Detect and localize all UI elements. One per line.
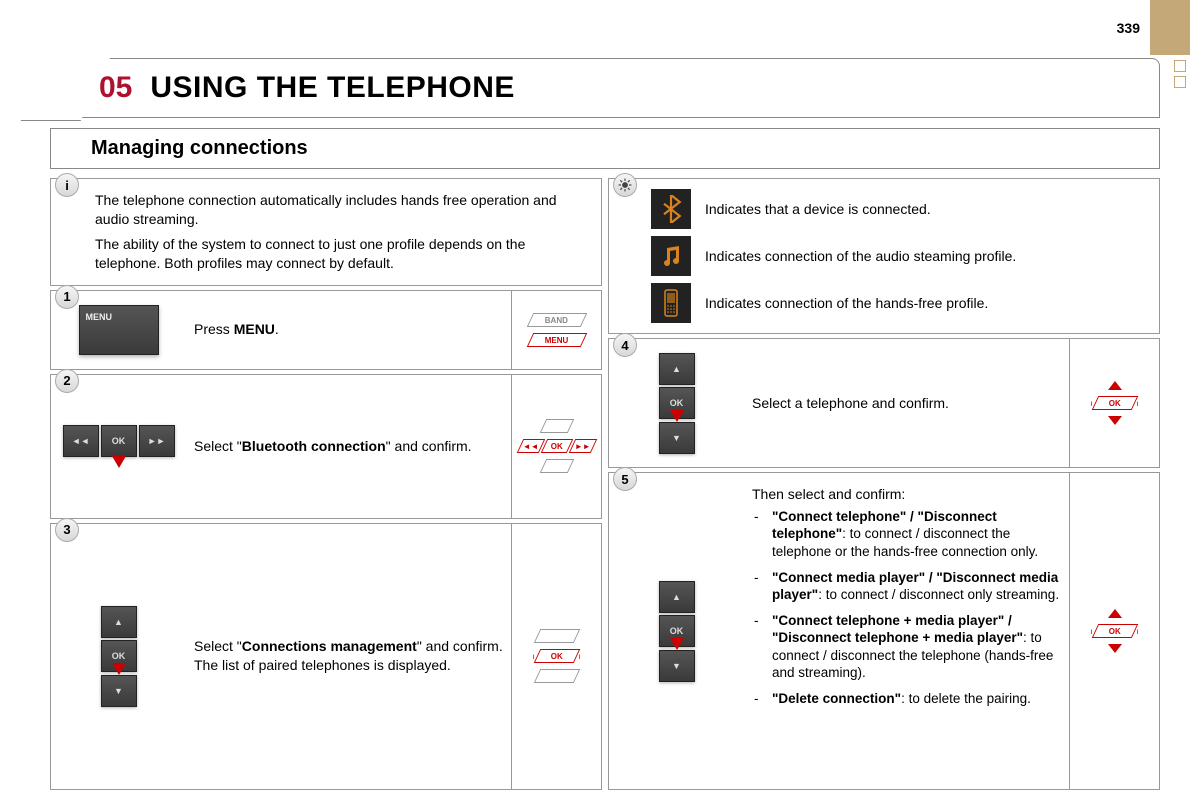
right-column: Indicates that a device is connected. In… bbox=[608, 178, 1160, 790]
step-3: 3 ▲ OK ▼ Select "Connections management"… bbox=[50, 523, 602, 790]
legend-phone: Indicates connection of the hands-free p… bbox=[705, 295, 988, 311]
chapter-title-bar: 05 USING THE TELEPHONE bbox=[50, 58, 1160, 118]
step-badge: 4 bbox=[613, 333, 637, 357]
step-5-intro: Then select and confirm: bbox=[752, 485, 905, 504]
step-3-text: Select "Connections management" and conf… bbox=[194, 637, 503, 675]
step-5: 5 ▲ OK ▼ Then select and confirm: -"Conn… bbox=[608, 472, 1160, 790]
step-2-indicator: ◄◄ OK ►► bbox=[511, 375, 601, 518]
menu-button-graphic: MENU bbox=[79, 305, 159, 355]
arrow-down-icon bbox=[670, 410, 684, 422]
section-bar: Managing connections bbox=[50, 128, 1160, 169]
legend-bluetooth: Indicates that a device is connected. bbox=[705, 201, 931, 217]
legend-panel: Indicates that a device is connected. In… bbox=[608, 178, 1160, 334]
step-3-indicator: ı OK ı bbox=[511, 524, 601, 789]
step-badge: 2 bbox=[55, 369, 79, 393]
step-1: 1 MENU Press MENU. BAND MENU bbox=[50, 290, 602, 370]
info-paragraph-1: The telephone connection automatically i… bbox=[95, 191, 593, 229]
triangle-down-icon bbox=[1108, 416, 1122, 425]
step-badge: 3 bbox=[55, 518, 79, 542]
side-markers bbox=[1174, 60, 1186, 92]
option-item: -"Connect media player" / "Disconnect me… bbox=[754, 569, 1061, 604]
step-2-text: Select "Bluetooth connection" and confir… bbox=[194, 437, 472, 456]
option-item: -"Delete connection": to delete the pair… bbox=[754, 690, 1061, 708]
up-ok-down-buttons-graphic: ▲ OK ▼ bbox=[659, 353, 695, 454]
arrow-down-icon bbox=[670, 638, 684, 650]
triangle-down-icon bbox=[1108, 644, 1122, 653]
nav-buttons-graphic: ◄◄ OK ►► bbox=[63, 425, 175, 457]
page-number: 339 bbox=[1117, 20, 1140, 36]
arrow-down-icon bbox=[112, 456, 126, 468]
step-badge: 5 bbox=[613, 467, 637, 491]
info-panel: i The telephone connection automatically… bbox=[50, 178, 602, 286]
step-4: 4 ▲ OK ▼ Select a telephone and confirm.… bbox=[608, 338, 1160, 468]
triangle-up-icon bbox=[1108, 381, 1122, 390]
step-2: 2 ◄◄ OK ►► Select "Bluetooth connection"… bbox=[50, 374, 602, 519]
left-column: i The telephone connection automatically… bbox=[50, 178, 602, 790]
triangle-up-icon bbox=[1108, 609, 1122, 618]
tip-badge bbox=[613, 173, 637, 197]
up-ok-down-buttons-graphic: ▲ OK ▼ bbox=[659, 581, 695, 682]
step-5-indicator: ı OK ı bbox=[1069, 473, 1159, 789]
step-badge: 1 bbox=[55, 285, 79, 309]
corner-accent bbox=[1150, 0, 1190, 55]
legend-audio: Indicates connection of the audio steami… bbox=[705, 248, 1016, 264]
chapter-title: USING THE TELEPHONE bbox=[150, 71, 515, 105]
step-1-indicator: BAND MENU bbox=[511, 291, 601, 369]
phone-icon bbox=[651, 283, 691, 323]
step-1-text: Press MENU. bbox=[194, 320, 279, 339]
info-badge: i bbox=[55, 173, 79, 197]
section-title: Managing connections bbox=[91, 137, 308, 159]
up-ok-down-buttons-graphic: ▲ OK ▼ bbox=[101, 606, 137, 707]
bluetooth-icon bbox=[651, 189, 691, 229]
step-5-options: -"Connect telephone" / "Disconnect telep… bbox=[752, 508, 1061, 715]
step-4-text: Select a telephone and confirm. bbox=[752, 394, 949, 413]
arrow-down-icon bbox=[112, 663, 126, 675]
step-4-indicator: ı OK ı bbox=[1069, 339, 1159, 467]
music-note-icon bbox=[651, 236, 691, 276]
info-paragraph-2: The ability of the system to connect to … bbox=[95, 235, 593, 273]
option-item: -"Connect telephone + media player" / "D… bbox=[754, 612, 1061, 682]
option-item: -"Connect telephone" / "Disconnect telep… bbox=[754, 508, 1061, 561]
chapter-number: 05 bbox=[99, 71, 132, 105]
